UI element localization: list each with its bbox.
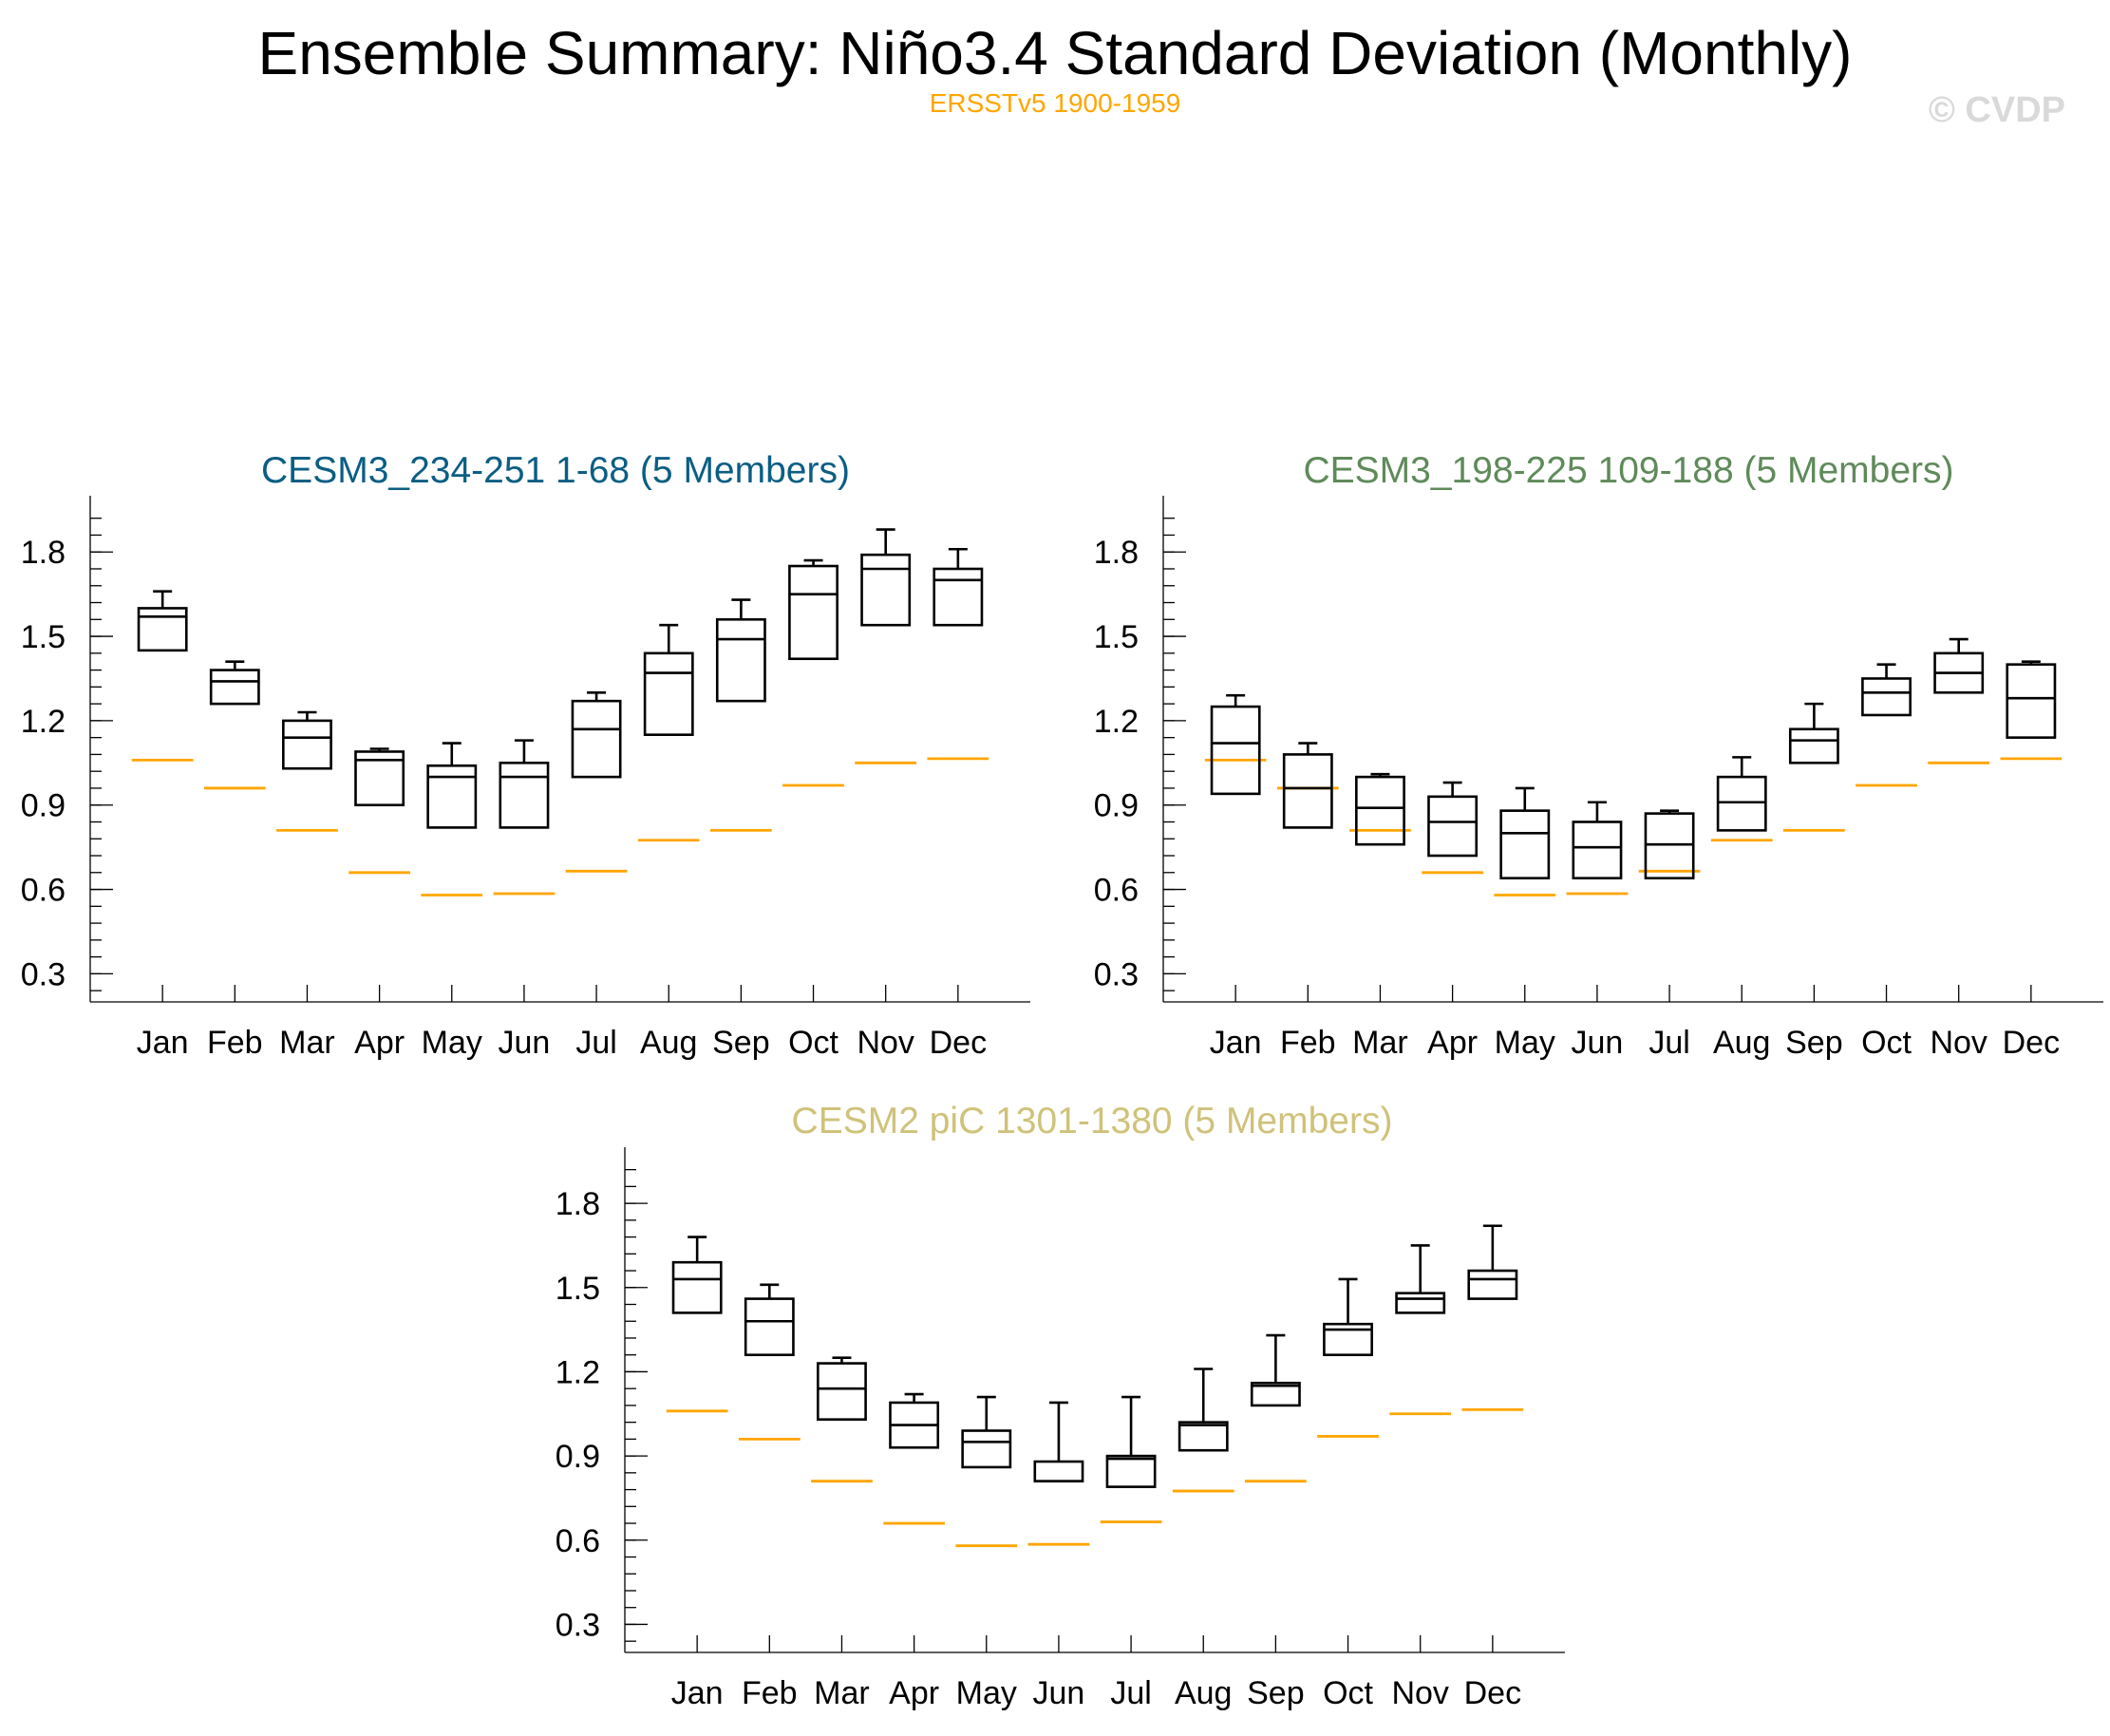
y-tick-label: 1.2: [556, 1354, 600, 1390]
y-tick-label: 1.8: [1094, 535, 1139, 571]
box: [1467, 1269, 1518, 1300]
y-tick-label: 0.6: [1094, 873, 1139, 909]
x-tick-label: Feb: [742, 1675, 798, 1711]
x-tick-label: Jun: [1033, 1675, 1085, 1711]
y-tick-label: 0.6: [556, 1523, 600, 1559]
panel-title: CESM3_234-251 1-68 (5 Members): [261, 450, 850, 491]
x-tick-label: Dec: [1464, 1675, 1521, 1711]
y-tick-label: 0.3: [1094, 956, 1139, 992]
y-tick-label: 1.8: [556, 1186, 600, 1222]
x-tick-label: Sep: [712, 1025, 770, 1061]
x-tick-label: May: [422, 1025, 482, 1061]
x-tick-label: Feb: [1280, 1025, 1336, 1061]
y-tick-label: 1.5: [556, 1271, 600, 1307]
box: [137, 607, 188, 652]
box: [426, 764, 478, 829]
x-tick-label: Aug: [640, 1025, 698, 1061]
watermark: © CVDP: [1929, 90, 2065, 130]
box: [1427, 795, 1479, 858]
box: [933, 567, 984, 627]
x-tick-label: Nov: [1391, 1675, 1448, 1711]
box: [209, 669, 260, 706]
x-tick-label: Aug: [1713, 1025, 1771, 1061]
box: [817, 1362, 867, 1421]
x-tick-label: Mar: [279, 1025, 335, 1061]
panel-1: CESM3_234-251 1-68 (5 Members) 0.3 0.6 0.9…: [21, 450, 1030, 1061]
x-tick-label: Jun: [499, 1025, 551, 1061]
x-tick-label: Oct: [1323, 1675, 1373, 1711]
y-tick-label: 1.5: [21, 619, 66, 655]
y-tick-label: 1.2: [21, 704, 66, 740]
box: [1644, 812, 1695, 880]
box: [2006, 663, 2057, 739]
x-tick-label: Jan: [671, 1675, 724, 1711]
box: [1177, 1421, 1229, 1452]
x-tick-label: May: [956, 1675, 1017, 1711]
box: [1572, 821, 1623, 880]
box: [643, 651, 694, 736]
box: [1210, 705, 1261, 796]
x-tick-label: Jul: [575, 1025, 616, 1061]
panel-title: CESM2 piC 1301-1380 (5 Members): [792, 1101, 1393, 1142]
x-tick-label: Dec: [930, 1025, 987, 1061]
box: [1395, 1292, 1446, 1314]
main-title: Ensemble Summary: Niño3.4 Standard Devia…: [258, 19, 1853, 87]
box: [715, 617, 766, 703]
panel-3: CESM2 piC 1301-1380 (5 Members) 0.3 0.6 0.…: [556, 1101, 1565, 1711]
box: [1105, 1454, 1157, 1488]
panel-title: CESM3_198-225 109-188 (5 Members): [1303, 450, 1953, 491]
x-tick-label: Dec: [2003, 1025, 2060, 1061]
box: [1033, 1460, 1084, 1483]
panel-2: CESM3_198-225 109-188 (5 Members) 0.3 0.6…: [1094, 450, 2103, 1061]
y-tick-label: 0.3: [556, 1607, 600, 1643]
x-tick-label: Mar: [814, 1675, 870, 1711]
x-tick-label: Aug: [1175, 1675, 1233, 1711]
box: [860, 553, 912, 627]
x-tick-label: Jul: [1648, 1025, 1689, 1061]
box: [1788, 727, 1839, 764]
box: [1499, 809, 1551, 880]
box: [788, 564, 838, 661]
box: [1861, 677, 1912, 717]
x-tick-label: May: [1495, 1025, 1555, 1061]
y-tick-label: 0.9: [1094, 788, 1139, 824]
x-tick-label: Sep: [1785, 1025, 1843, 1061]
x-tick-label: Feb: [207, 1025, 263, 1061]
x-tick-label: Apr: [354, 1025, 405, 1061]
box: [571, 699, 622, 779]
box: [744, 1297, 795, 1357]
x-tick-label: Nov: [857, 1025, 914, 1061]
y-tick-label: 0.9: [556, 1439, 600, 1475]
y-tick-label: 0.6: [21, 873, 66, 909]
x-tick-label: Jan: [1210, 1025, 1262, 1061]
box: [282, 719, 332, 770]
x-tick-label: Oct: [788, 1025, 838, 1061]
x-tick-label: Jun: [1572, 1025, 1624, 1061]
box: [1716, 775, 1767, 832]
y-tick-label: 0.9: [21, 788, 66, 824]
y-tick-label: 1.5: [1094, 619, 1139, 655]
y-tick-label: 1.8: [21, 535, 66, 571]
y-tick-label: 0.3: [21, 956, 66, 992]
box: [1282, 753, 1333, 829]
y-tick-label: 1.2: [1094, 704, 1139, 740]
box: [671, 1260, 723, 1314]
box: [961, 1429, 1012, 1469]
x-tick-label: Jul: [1110, 1675, 1151, 1711]
box: [499, 762, 550, 829]
x-tick-label: Apr: [1427, 1025, 1478, 1061]
x-tick-label: Sep: [1247, 1675, 1305, 1711]
box: [1355, 775, 1405, 846]
subtitle: ERSSTv5 1900-1959: [930, 88, 1181, 118]
x-tick-label: Nov: [1930, 1025, 1987, 1061]
x-tick-label: Oct: [1861, 1025, 1912, 1061]
x-tick-label: Mar: [1352, 1025, 1408, 1061]
x-tick-label: Jan: [137, 1025, 189, 1061]
x-tick-label: Apr: [889, 1675, 939, 1711]
